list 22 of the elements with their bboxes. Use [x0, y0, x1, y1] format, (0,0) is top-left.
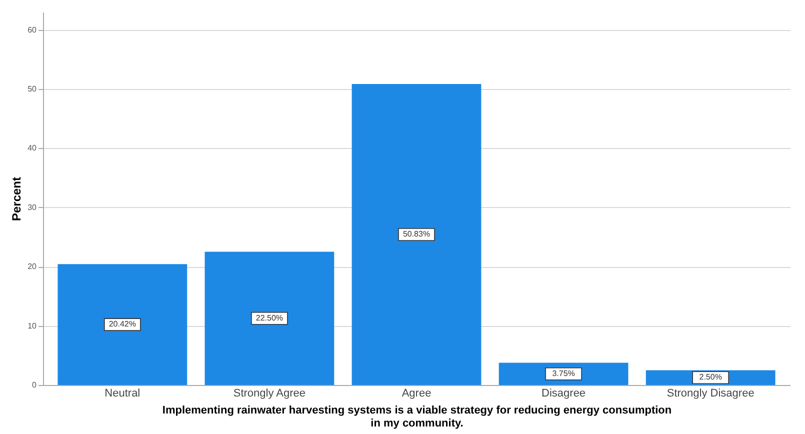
- x-tick-label: Neutral: [104, 388, 140, 400]
- y-tick-label: 40: [28, 144, 38, 153]
- x-axis-title: Implementing rainwater harvesting systems is a viable strategy for reducing energy consumption in my community.: [162, 404, 672, 430]
- y-tick-label: 50: [28, 84, 38, 94]
- bar: [204, 252, 334, 385]
- x-tick-label: Disagree: [542, 388, 586, 400]
- y-tick-label: 30: [28, 202, 38, 212]
- y-tick-label: 20: [28, 262, 38, 272]
- bar: [352, 84, 482, 385]
- data-label: 22.50%: [256, 313, 284, 322]
- data-label: 2.50%: [699, 372, 722, 382]
- y-tick-label: 10: [28, 321, 38, 330]
- x-tick-label: Agree: [402, 388, 432, 400]
- bar: [58, 264, 188, 385]
- data-label: 3.75%: [552, 368, 575, 378]
- x-tick-label: Strongly Disagree: [666, 388, 754, 400]
- y-axis-title: Percent: [10, 176, 24, 222]
- y-tick-label: 0: [32, 380, 38, 390]
- y-tick-label: 60: [28, 25, 38, 34]
- x-tick-label: Strongly Agree: [233, 388, 306, 400]
- data-label: 20.42%: [108, 320, 136, 329]
- data-label: 50.83%: [402, 230, 430, 239]
